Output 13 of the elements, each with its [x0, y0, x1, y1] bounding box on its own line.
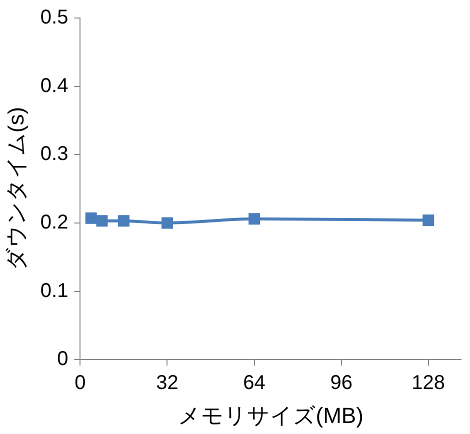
y-tick-label: 0.5 — [40, 6, 68, 29]
y-tick-label: 0 — [57, 348, 68, 370]
x-tick-label: 128 — [412, 372, 446, 394]
x-tick-label: 64 — [243, 372, 266, 394]
x-tick-label: 0 — [74, 372, 86, 394]
y-tick-label: 0.2 — [40, 211, 68, 234]
y-tick-label: 0.4 — [40, 74, 68, 97]
x-axis-title: メモリサイズ(MB) — [178, 402, 364, 428]
y-axis-title: ダウンタイム(s) — [3, 106, 28, 271]
y-tick-label: 0.3 — [40, 143, 68, 166]
x-tick-label: 32 — [156, 372, 178, 394]
x-tick-label: 96 — [330, 372, 352, 394]
y-tick-label: 0.1 — [40, 280, 68, 302]
